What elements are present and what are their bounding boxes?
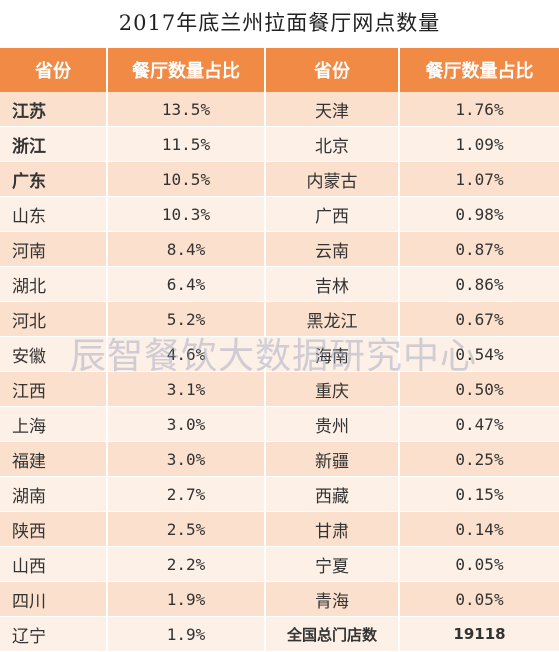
share-cell: 0.05%	[399, 581, 559, 617]
province-cell: 河北	[0, 301, 108, 337]
province-cell: 北京	[265, 126, 400, 162]
table-row: 江西 3.1% 重庆 0.50%	[0, 371, 559, 407]
share-cell: 10.5%	[107, 161, 266, 197]
table-row: 湖南 2.7% 西藏 0.15%	[0, 476, 559, 512]
table-row-last: 辽宁 1.9% 全国总门店数 19118	[0, 616, 559, 652]
header-province-1: 省份	[0, 48, 108, 92]
table-row: 山西 2.2% 宁夏 0.05%	[0, 546, 559, 582]
share-cell: 8.4%	[107, 231, 266, 267]
share-cell: 0.86%	[399, 266, 559, 302]
province-cell: 湖北	[0, 266, 108, 302]
share-cell: 1.9%	[107, 581, 266, 617]
province-cell: 福建	[0, 441, 108, 477]
table-row: 四川 1.9% 青海 0.05%	[0, 581, 559, 617]
share-cell: 0.05%	[399, 546, 559, 582]
table-row: 广东 10.5% 内蒙古 1.07%	[0, 161, 559, 197]
province-cell: 云南	[265, 231, 400, 267]
province-cell: 西藏	[265, 476, 400, 512]
table-row: 安徽 4.6% 海南 0.54%	[0, 336, 559, 372]
share-cell: 2.7%	[107, 476, 266, 512]
province-cell: 陕西	[0, 511, 108, 547]
province-cell: 宁夏	[265, 546, 400, 582]
share-cell: 4.6%	[107, 336, 266, 372]
province-cell: 青海	[265, 581, 400, 617]
province-cell: 天津	[265, 92, 400, 127]
share-cell: 0.67%	[399, 301, 559, 337]
province-cell: 江西	[0, 371, 108, 407]
share-cell: 2.2%	[107, 546, 266, 582]
share-cell: 13.5%	[107, 92, 266, 127]
province-cell: 内蒙古	[265, 161, 400, 197]
share-cell: 3.1%	[107, 371, 266, 407]
table-row: 陕西 2.5% 甘肃 0.14%	[0, 511, 559, 547]
province-cell: 广东	[0, 161, 108, 197]
province-cell: 山西	[0, 546, 108, 582]
province-cell: 黑龙江	[265, 301, 400, 337]
table-header-row: 省份 餐厅数量占比 省份 餐厅数量占比	[0, 48, 559, 92]
share-cell: 0.14%	[399, 511, 559, 547]
share-cell: 0.15%	[399, 476, 559, 512]
share-cell: 2.5%	[107, 511, 266, 547]
province-cell: 山东	[0, 196, 108, 232]
share-cell: 1.9%	[107, 616, 266, 652]
table-row: 河北 5.2% 黑龙江 0.67%	[0, 301, 559, 337]
table-row: 上海 3.0% 贵州 0.47%	[0, 406, 559, 442]
province-cell: 吉林	[265, 266, 400, 302]
province-cell: 重庆	[265, 371, 400, 407]
table-row: 江苏 13.5% 天津 1.76%	[0, 92, 559, 127]
province-cell: 新疆	[265, 441, 400, 477]
share-cell: 0.87%	[399, 231, 559, 267]
share-cell: 11.5%	[107, 126, 266, 162]
province-cell: 贵州	[265, 406, 400, 442]
share-cell: 3.0%	[107, 441, 266, 477]
total-stores-value: 19118	[399, 616, 559, 652]
share-cell: 1.09%	[399, 126, 559, 162]
share-cell: 10.3%	[107, 196, 266, 232]
province-cell: 辽宁	[0, 616, 108, 652]
province-cell: 海南	[265, 336, 400, 372]
table-row: 福建 3.0% 新疆 0.25%	[0, 441, 559, 477]
province-cell: 上海	[0, 406, 108, 442]
header-share-2: 餐厅数量占比	[399, 48, 559, 92]
share-cell: 6.4%	[107, 266, 266, 302]
table-row: 河南 8.4% 云南 0.87%	[0, 231, 559, 267]
province-cell: 四川	[0, 581, 108, 617]
province-cell: 江苏	[0, 92, 108, 127]
share-cell: 0.25%	[399, 441, 559, 477]
table-row: 山东 10.3% 广西 0.98%	[0, 196, 559, 232]
share-cell: 0.47%	[399, 406, 559, 442]
share-cell: 1.07%	[399, 161, 559, 197]
table-body: 江苏 13.5% 天津 1.76% 浙江 11.5% 北京 1.09% 广东 10.5% 内蒙古 1.…	[0, 92, 559, 652]
province-cell: 浙江	[0, 126, 108, 162]
share-cell: 0.98%	[399, 196, 559, 232]
province-cell: 湖南	[0, 476, 108, 512]
share-cell: 5.2%	[107, 301, 266, 337]
province-cell: 安徽	[0, 336, 108, 372]
province-cell: 河南	[0, 231, 108, 267]
share-cell: 0.54%	[399, 336, 559, 372]
share-cell: 1.76%	[399, 92, 559, 127]
header-share-1: 餐厅数量占比	[107, 48, 266, 92]
table-row: 湖北 6.4% 吉林 0.86%	[0, 266, 559, 302]
province-cell: 广西	[265, 196, 400, 232]
share-cell: 3.0%	[107, 406, 266, 442]
data-table: 省份 餐厅数量占比 省份 餐厅数量占比 江苏 13.5% 天津 1.76% 浙江 11.5…	[0, 48, 559, 652]
table-row: 浙江 11.5% 北京 1.09%	[0, 126, 559, 162]
total-stores-label: 全国总门店数	[265, 616, 400, 652]
header-province-2: 省份	[265, 48, 400, 92]
province-cell: 甘肃	[265, 511, 400, 547]
page-title: 2017年底兰州拉面餐厅网点数量	[118, 11, 441, 35]
share-cell: 0.50%	[399, 371, 559, 407]
